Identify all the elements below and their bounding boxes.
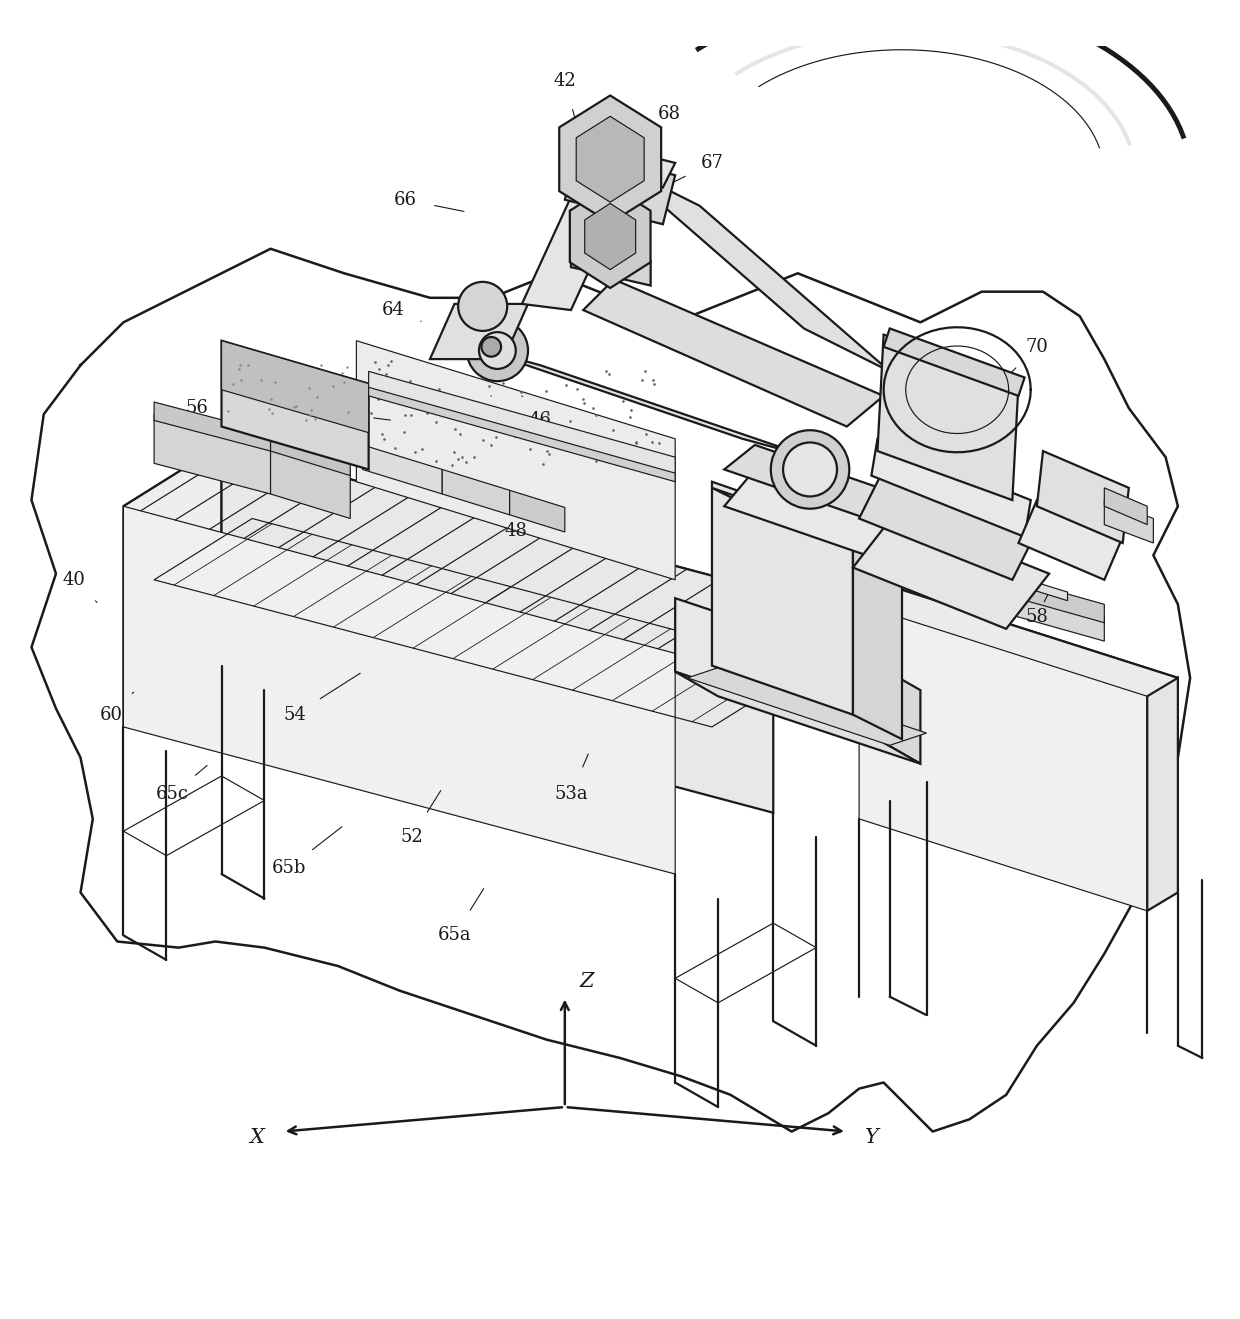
Polygon shape	[443, 470, 510, 514]
Polygon shape	[859, 470, 1037, 580]
Circle shape	[466, 321, 528, 381]
Text: Z: Z	[579, 972, 594, 991]
Polygon shape	[570, 243, 651, 285]
Text: 44: 44	[309, 437, 331, 454]
Polygon shape	[908, 549, 1105, 623]
Text: 66: 66	[394, 191, 417, 208]
Polygon shape	[583, 280, 884, 426]
Polygon shape	[1018, 500, 1122, 580]
Polygon shape	[712, 481, 853, 715]
Circle shape	[784, 442, 837, 496]
Circle shape	[481, 338, 501, 356]
Text: 48: 48	[505, 522, 527, 539]
Text: 65a: 65a	[438, 926, 471, 944]
Polygon shape	[920, 546, 1068, 600]
Polygon shape	[675, 671, 920, 764]
Polygon shape	[222, 340, 368, 470]
Polygon shape	[522, 157, 639, 310]
Polygon shape	[1147, 678, 1178, 911]
Polygon shape	[154, 414, 270, 495]
Text: 42: 42	[553, 71, 577, 90]
Text: 56: 56	[186, 400, 208, 417]
Polygon shape	[724, 470, 932, 567]
Text: 43: 43	[332, 405, 356, 423]
Text: 53a: 53a	[554, 785, 588, 803]
Polygon shape	[908, 562, 1105, 641]
Text: 40: 40	[63, 571, 86, 588]
Polygon shape	[872, 439, 1030, 537]
Polygon shape	[124, 445, 222, 727]
Polygon shape	[577, 116, 644, 202]
Polygon shape	[712, 488, 901, 562]
Polygon shape	[222, 340, 368, 433]
Polygon shape	[124, 506, 675, 874]
Polygon shape	[1037, 451, 1128, 543]
Polygon shape	[570, 185, 651, 288]
Polygon shape	[724, 445, 932, 530]
Polygon shape	[1105, 500, 1153, 543]
Circle shape	[458, 282, 507, 331]
Polygon shape	[472, 347, 810, 458]
Text: 52: 52	[401, 828, 423, 847]
Text: 65b: 65b	[272, 859, 306, 877]
Polygon shape	[430, 303, 528, 359]
Text: 60: 60	[99, 706, 123, 724]
Polygon shape	[614, 164, 890, 372]
Text: 72: 72	[872, 497, 895, 516]
Text: 50: 50	[241, 405, 264, 423]
Polygon shape	[565, 138, 675, 187]
Polygon shape	[362, 445, 443, 495]
Polygon shape	[124, 445, 774, 653]
Polygon shape	[510, 491, 565, 532]
Polygon shape	[859, 604, 1147, 911]
Polygon shape	[687, 666, 926, 745]
Polygon shape	[884, 328, 1024, 396]
Polygon shape	[270, 439, 350, 476]
Polygon shape	[368, 372, 675, 476]
Text: 54: 54	[284, 706, 306, 724]
Polygon shape	[675, 599, 878, 739]
Polygon shape	[222, 445, 774, 813]
Text: 65c: 65c	[156, 785, 188, 803]
Text: 67: 67	[701, 154, 723, 171]
Text: X: X	[249, 1128, 264, 1148]
Polygon shape	[1105, 488, 1147, 525]
Text: 62: 62	[467, 412, 491, 430]
Polygon shape	[890, 586, 1178, 893]
Text: 53b: 53b	[805, 595, 839, 613]
Text: Y: Y	[866, 1128, 879, 1148]
Polygon shape	[853, 530, 901, 739]
Polygon shape	[565, 150, 675, 224]
Polygon shape	[270, 445, 350, 518]
Polygon shape	[559, 95, 661, 223]
Polygon shape	[585, 203, 636, 269]
Polygon shape	[853, 512, 1049, 629]
Polygon shape	[878, 666, 920, 764]
Polygon shape	[154, 402, 270, 451]
Text: 64: 64	[382, 301, 404, 319]
Polygon shape	[859, 586, 1178, 696]
Text: 70: 70	[1025, 338, 1048, 356]
Polygon shape	[356, 340, 675, 580]
Text: 68: 68	[657, 106, 681, 123]
Polygon shape	[878, 335, 1018, 500]
Polygon shape	[368, 388, 675, 481]
Circle shape	[771, 430, 849, 509]
Text: 58: 58	[1025, 608, 1048, 625]
Text: 46: 46	[529, 412, 552, 430]
Circle shape	[479, 332, 516, 369]
